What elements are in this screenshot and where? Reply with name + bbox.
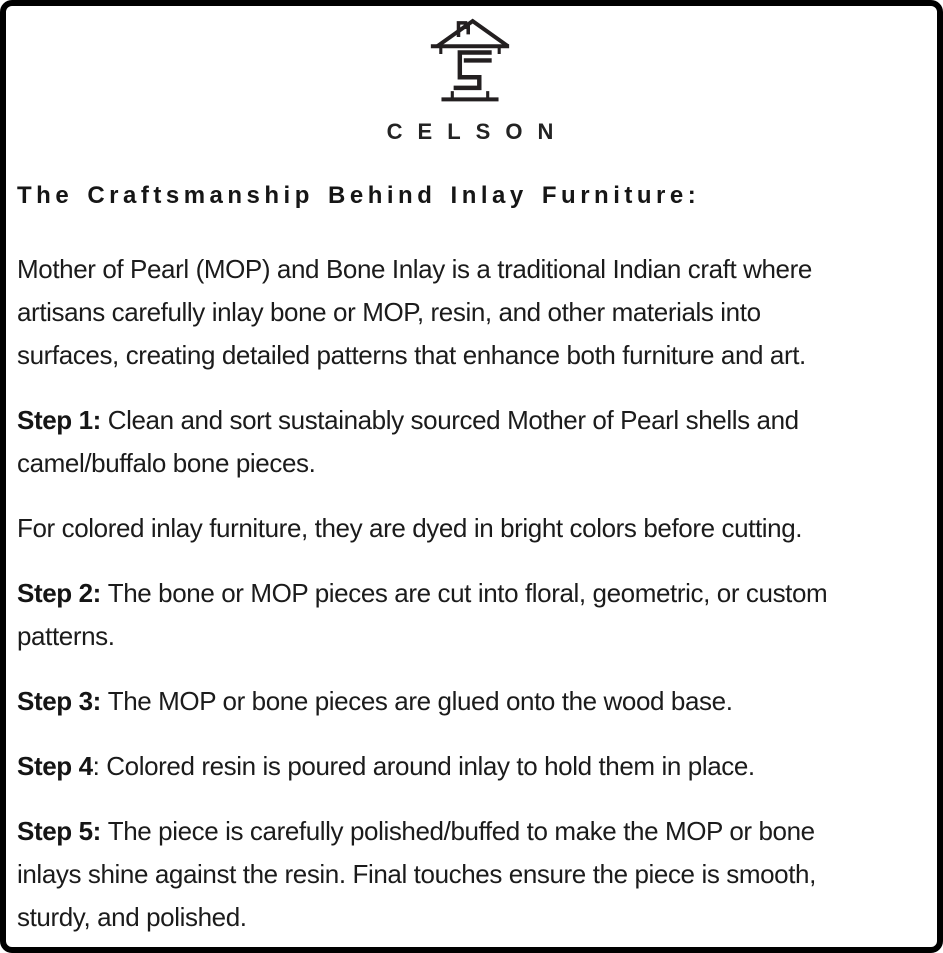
paragraph-text: Mother of Pearl (MOP) and Bone Inlay is … — [17, 254, 812, 370]
step-3-label: Step 3: — [17, 686, 108, 716]
step-2-label: Step 2: — [17, 578, 108, 608]
paragraph-step-3: Step 3: The MOP or bone pieces are glued… — [17, 680, 923, 723]
paragraph-step-1: Step 1: Clean and sort sustainably sourc… — [17, 399, 923, 485]
paragraph-text: The bone or MOP pieces are cut into flor… — [17, 578, 828, 651]
celson-house-logo-icon — [425, 14, 515, 106]
paragraph-step-2: Step 2: The bone or MOP pieces are cut i… — [17, 572, 923, 658]
step-4-label: Step 4 — [17, 751, 93, 781]
step-5-label: Step 5: — [17, 816, 108, 846]
paragraph-text: The piece is carefully polished/buffed t… — [17, 816, 816, 932]
page-title: The Craftsmanship Behind Inlay Furniture… — [17, 182, 701, 209]
paragraph-text: The MOP or bone pieces are glued onto th… — [107, 686, 733, 716]
paragraph-step-5: Step 5: The piece is carefully polished/… — [17, 810, 923, 939]
brand-name: CELSON — [386, 119, 569, 144]
paragraph-text: Clean and sort sustainably sourced Mothe… — [17, 405, 799, 478]
step-1-label: Step 1: — [17, 405, 108, 435]
paragraph-intro: Mother of Pearl (MOP) and Bone Inlay is … — [17, 248, 923, 377]
paragraph-colored-note: For colored inlay furniture, they are dy… — [17, 507, 923, 550]
paragraph-text: : Colored resin is poured around inlay t… — [92, 751, 756, 781]
brand-header: CELSON — [17, 14, 923, 146]
paragraph-text: For colored inlay furniture, they are dy… — [17, 513, 803, 543]
paragraph-step-4: Step 4: Colored resin is poured around i… — [17, 745, 923, 788]
